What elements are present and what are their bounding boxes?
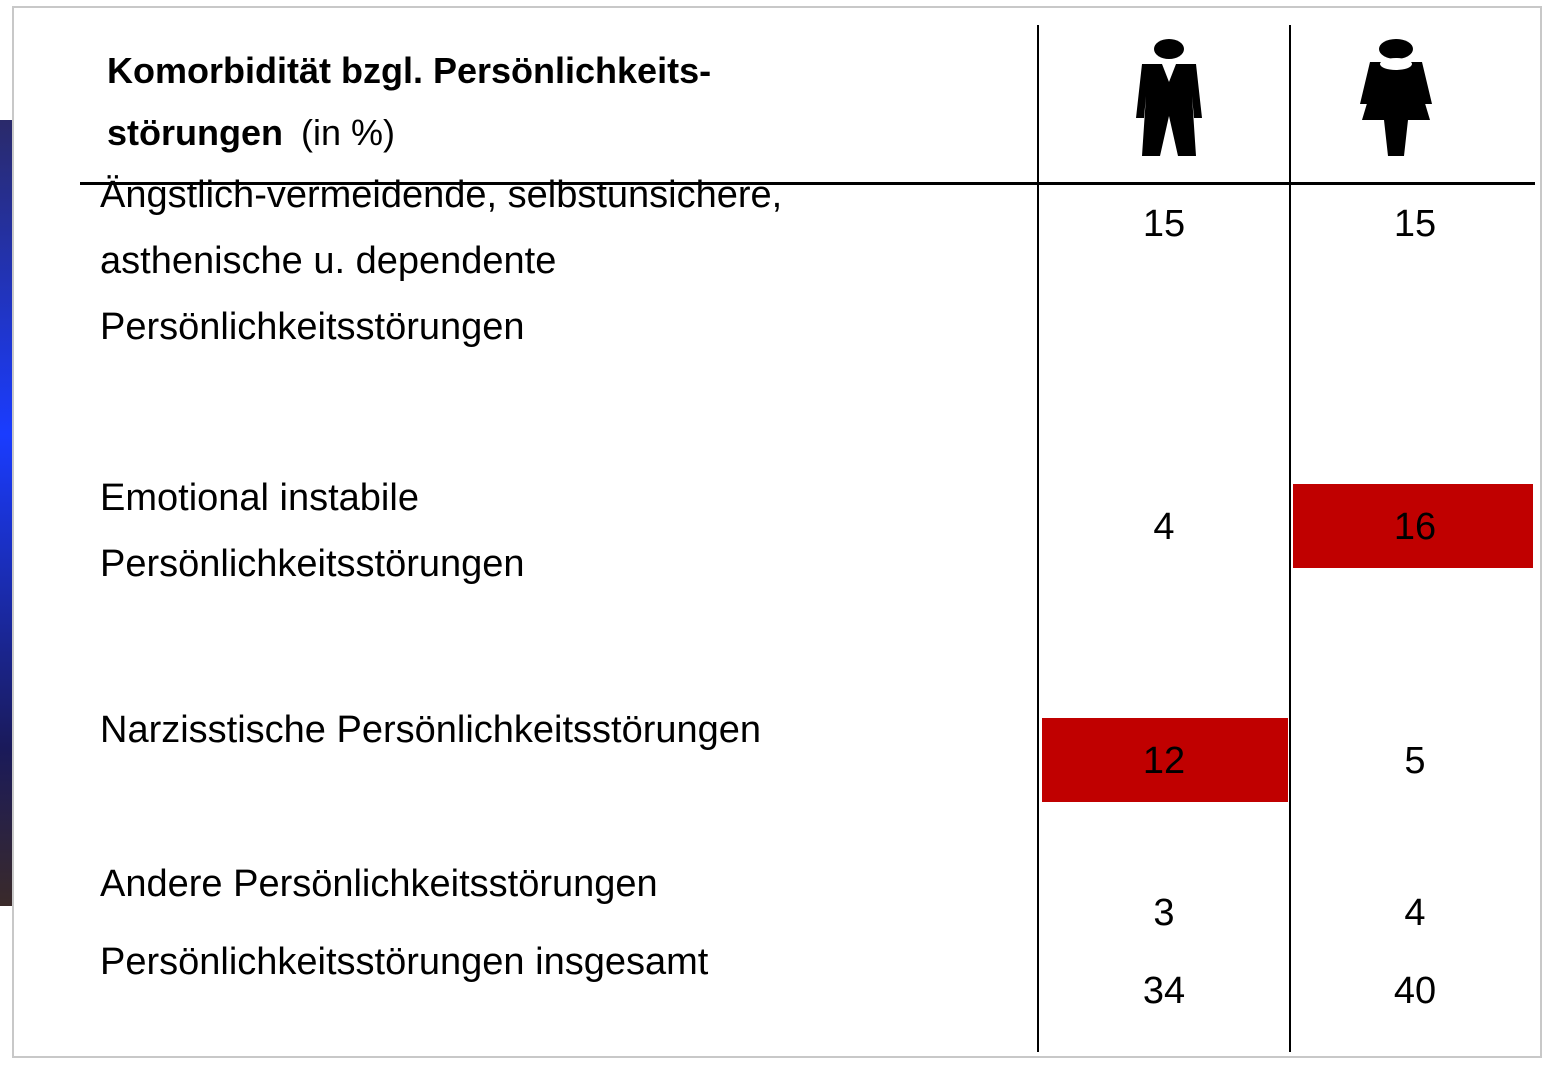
row-label: Andere Persönlichkeitsstörungen bbox=[100, 863, 658, 905]
male-icon bbox=[1136, 39, 1202, 156]
title-line: Komorbidität bzgl. Persönlichkeits- bbox=[107, 50, 712, 91]
female-icon bbox=[1360, 39, 1432, 156]
unit: (in %) bbox=[301, 112, 396, 153]
background-image-strip bbox=[0, 120, 12, 906]
row-label: asthenische u. dependente bbox=[100, 240, 557, 282]
highlight-cell bbox=[1293, 484, 1533, 568]
highlight-cell bbox=[1042, 718, 1288, 802]
row-label: Persönlichkeitsstörungen insgesamt bbox=[100, 941, 709, 983]
cell-value: 3 bbox=[1153, 892, 1175, 934]
cell-value: 4 bbox=[1404, 892, 1426, 934]
cell-value: 12 bbox=[1142, 740, 1186, 782]
slide-frame bbox=[12, 6, 1542, 1058]
title-line: störungen bbox=[107, 112, 283, 153]
cell-value: 16 bbox=[1393, 506, 1437, 548]
cell-value: 5 bbox=[1404, 740, 1426, 782]
row-label: Emotional instabile bbox=[100, 477, 419, 519]
cell-value: 34 bbox=[1142, 970, 1186, 1012]
header-rule bbox=[80, 182, 1535, 185]
column-divider bbox=[1289, 25, 1291, 1052]
row-label: Persönlichkeitsstörungen bbox=[100, 543, 525, 585]
column-divider bbox=[1037, 25, 1039, 1052]
cell-value: 15 bbox=[1393, 203, 1437, 245]
cell-value: 4 bbox=[1153, 506, 1175, 548]
row-label: Persönlichkeitsstörungen bbox=[100, 306, 525, 348]
table-title: Komorbidität bzgl. Persönlichkeits- stör… bbox=[107, 40, 711, 164]
title-line: störungen (in %) bbox=[107, 102, 711, 164]
cell-value: 15 bbox=[1142, 203, 1186, 245]
row-label: Narzisstische Persönlichkeitsstörungen bbox=[100, 709, 762, 751]
cell-value: 40 bbox=[1393, 970, 1437, 1012]
row-label: Ängstlich-vermeidende, selbstunsichere, bbox=[100, 174, 783, 216]
